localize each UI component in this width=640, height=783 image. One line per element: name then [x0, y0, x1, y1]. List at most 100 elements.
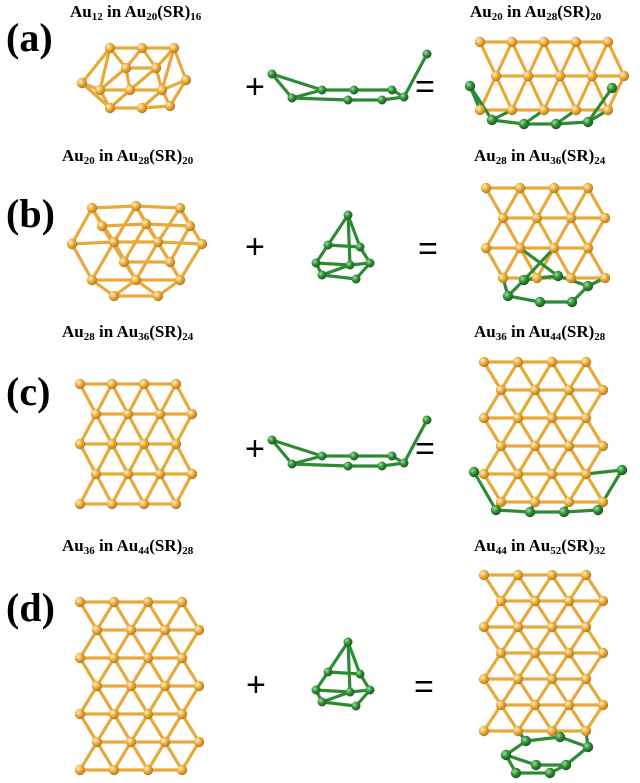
gold-bond	[78, 656, 99, 688]
gold-bond	[174, 472, 194, 506]
gold-bond	[584, 444, 605, 476]
sulfur-atom	[606, 82, 618, 94]
gold-bond	[78, 628, 99, 660]
sulfur-atom	[582, 280, 594, 292]
sulfur-atom	[486, 114, 498, 126]
gold-bond	[484, 246, 505, 280]
gold-bond	[606, 40, 626, 78]
gold-bond	[569, 246, 590, 280]
sulfur-atom	[343, 210, 353, 220]
ligand-bond	[554, 120, 590, 126]
gold-atom	[512, 468, 524, 480]
gold-bond	[518, 186, 539, 220]
gold-atom	[497, 212, 509, 224]
gold-bond	[584, 416, 605, 448]
gold-atom	[142, 764, 154, 776]
gold-bond	[110, 382, 130, 416]
gold-bond	[533, 444, 554, 476]
gold-atom	[490, 70, 502, 82]
gold-atom	[108, 236, 120, 248]
gold-bond	[584, 360, 605, 392]
gold-atom	[546, 569, 558, 581]
gold-atom	[140, 218, 152, 230]
ligand-bond	[320, 263, 352, 277]
gold-atom	[150, 62, 162, 74]
formula-subscript: 20	[182, 155, 194, 167]
bonds	[80, 46, 188, 110]
gold-atom	[104, 42, 116, 54]
gold-bond	[501, 186, 522, 220]
gold-atom	[174, 202, 186, 214]
ligand-bond	[346, 213, 362, 249]
gold-bond	[146, 684, 167, 716]
gold-bond	[163, 628, 184, 660]
ligand-bond	[524, 735, 562, 743]
formula-subscript: 20	[83, 155, 95, 167]
equals-sign-a: =	[415, 68, 435, 106]
sulfur-atom	[323, 667, 333, 677]
gold-atom	[125, 736, 137, 748]
gold-atom	[125, 624, 137, 636]
sulfur-atom	[345, 260, 355, 270]
gold-atom	[91, 624, 103, 636]
gold-bond	[510, 74, 530, 112]
gold-bond	[499, 416, 520, 448]
gold-atom	[180, 74, 192, 86]
sulfur-atom	[468, 466, 480, 478]
gold-bond	[552, 186, 573, 220]
sulfur-atom	[351, 701, 361, 711]
gold-atom	[514, 182, 526, 194]
gold-atom	[159, 624, 171, 636]
formula-subscript: 20	[590, 11, 602, 23]
tetra-motif-b	[311, 210, 375, 284]
bonds	[472, 360, 624, 514]
formula-text: in Au	[94, 146, 139, 165]
gold-atom	[495, 384, 507, 396]
sulfur-atom	[592, 504, 604, 516]
sulfur-atom	[387, 85, 397, 95]
gold-atom	[193, 736, 205, 748]
gold-atom	[478, 356, 490, 368]
sulfur-atom	[534, 296, 546, 308]
gold-atom	[512, 621, 524, 633]
gold-bond	[180, 628, 201, 660]
gold-bond	[78, 684, 99, 716]
ligand-bond	[326, 640, 350, 674]
formula-left-a: Au12 in Au20(SR)16	[70, 2, 201, 23]
gold-atom	[570, 36, 582, 48]
gold-bond	[178, 242, 204, 282]
gold-bond	[110, 472, 130, 506]
formula-subscript: 36	[495, 331, 507, 343]
gold-bond	[516, 388, 537, 420]
gold-bond	[78, 712, 99, 744]
gold-atom	[512, 725, 524, 737]
formula-right-c: Au36 in Au44(SR)28	[474, 322, 605, 343]
gold-bond	[574, 74, 594, 112]
gold-atom	[582, 242, 594, 254]
atoms	[468, 356, 628, 518]
gold-bond	[516, 444, 537, 476]
gold-bond	[94, 442, 114, 476]
sulfur-atom	[349, 451, 359, 461]
gold-atom	[580, 412, 592, 424]
gold-atom	[91, 680, 103, 692]
gold-atom	[170, 438, 182, 450]
gold-bond	[499, 444, 520, 476]
equals-sign-b: =	[418, 230, 438, 268]
gold-atom	[506, 104, 518, 116]
ligand-bond	[494, 508, 532, 514]
gold-atom	[580, 673, 592, 685]
ligand-bond	[314, 688, 352, 694]
tetra-motif-d	[311, 637, 375, 711]
formula-right-a: Au20 in Au28(SR)20	[470, 2, 601, 23]
sulfur-atom	[399, 458, 409, 468]
gold-atom	[74, 378, 86, 390]
gold-atom	[130, 274, 142, 286]
gold-bond	[552, 216, 573, 250]
gold-atom	[478, 412, 490, 424]
gold-atom	[106, 438, 118, 450]
ligand-bond	[402, 52, 429, 99]
gold-atom	[514, 242, 526, 254]
sulfur-atom	[422, 49, 432, 59]
